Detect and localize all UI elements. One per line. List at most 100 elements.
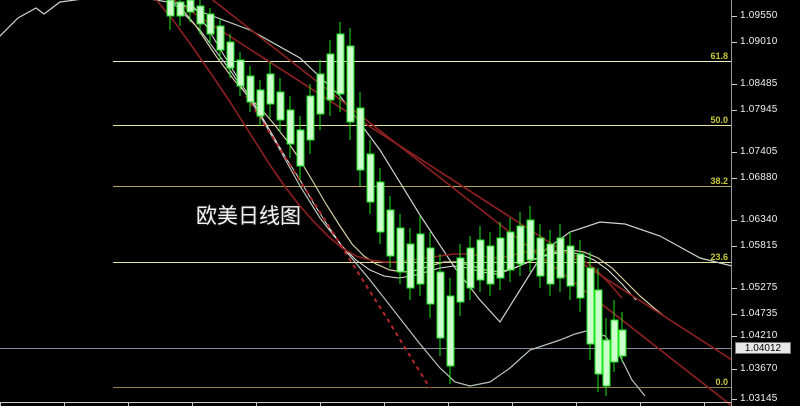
candle xyxy=(546,230,555,296)
price-axis-tick xyxy=(732,336,737,337)
price-axis-label: 1.04735 xyxy=(740,308,778,319)
candle xyxy=(256,80,265,126)
price-axis-label: 1.08485 xyxy=(740,78,778,89)
candle xyxy=(376,168,385,244)
candle xyxy=(516,212,525,276)
candle xyxy=(316,60,325,130)
fib-level-line-382 xyxy=(113,186,732,187)
fib-label-236: 23.6 xyxy=(710,252,728,262)
price-axis-label: 1.07945 xyxy=(740,104,778,115)
price-axis-label: 1.06880 xyxy=(740,172,778,183)
candle xyxy=(416,216,425,296)
price-axis-label: 1.05815 xyxy=(740,240,778,251)
candle xyxy=(306,84,315,154)
price-axis-label: 1.07405 xyxy=(740,146,778,157)
candle xyxy=(246,66,255,112)
candle xyxy=(426,232,435,318)
candle xyxy=(594,268,603,392)
price-axis-tick xyxy=(732,369,737,370)
price-axis-tick xyxy=(732,399,737,400)
fib-label-618: 61.8 xyxy=(710,51,728,61)
fib-label-500: 50.0 xyxy=(710,115,728,125)
candle xyxy=(286,96,295,158)
candle xyxy=(610,300,619,372)
price-axis-tick xyxy=(732,288,737,289)
x-axis-tick xyxy=(0,402,1,406)
candle xyxy=(176,0,185,26)
candle xyxy=(166,0,175,30)
price-axis-label: 1.09550 xyxy=(740,10,778,21)
price-axis-tick xyxy=(732,246,737,247)
candle xyxy=(266,62,275,118)
candle xyxy=(446,278,455,384)
fib-level-line-618 xyxy=(113,61,732,62)
candle xyxy=(586,252,595,360)
fib-level-line-500 xyxy=(113,125,732,126)
trend-channel-lower-line xyxy=(211,0,732,406)
trend-channel-upper-line xyxy=(172,0,732,361)
bollinger-upper-line xyxy=(0,0,732,323)
price-axis-tick xyxy=(732,178,737,179)
candle xyxy=(536,224,545,288)
price-axis[interactable]: 1.09550 1.09010 1.08485 1.07945 1.07405 … xyxy=(732,0,800,406)
candle xyxy=(386,196,395,268)
price-axis-line xyxy=(731,0,732,406)
candle xyxy=(226,34,235,78)
candle xyxy=(506,218,515,282)
candle xyxy=(576,240,585,312)
x-axis-tick xyxy=(192,402,193,406)
candle xyxy=(276,78,285,132)
candle xyxy=(186,0,195,22)
x-axis-tick xyxy=(512,402,513,406)
x-axis-tick xyxy=(320,402,321,406)
price-axis-tick xyxy=(732,16,737,17)
candle xyxy=(618,312,627,362)
candle xyxy=(336,22,345,112)
candle xyxy=(346,28,355,140)
price-axis-tick xyxy=(732,110,737,111)
x-axis-tick xyxy=(576,402,577,406)
fib-label-382: 38.2 xyxy=(710,176,728,186)
x-axis-tick xyxy=(64,402,65,406)
candle xyxy=(366,140,375,214)
candle xyxy=(196,0,205,34)
price-axis-label: 1.06340 xyxy=(740,214,778,225)
candle xyxy=(296,116,305,180)
candle xyxy=(556,224,565,292)
candle xyxy=(566,232,575,300)
candle xyxy=(476,226,485,292)
x-axis-line xyxy=(0,402,732,403)
candle xyxy=(496,222,505,290)
candle xyxy=(396,214,405,284)
price-axis-tick xyxy=(732,42,737,43)
x-axis-tick xyxy=(128,402,129,406)
chart-canvas xyxy=(0,0,732,406)
candle xyxy=(356,92,365,186)
x-axis-tick xyxy=(448,402,449,406)
price-axis-label: 1.04210 xyxy=(740,330,778,341)
x-axis-tick xyxy=(704,402,705,406)
current-price-line xyxy=(0,348,732,349)
price-axis-tick xyxy=(732,152,737,153)
chart-watermark-label: 欧美日线图 xyxy=(196,204,301,228)
x-axis-tick xyxy=(640,402,641,406)
price-axis-tick xyxy=(732,84,737,85)
price-axis-label: 1.05275 xyxy=(740,282,778,293)
x-axis-tick xyxy=(384,402,385,406)
price-axis-label: 1.03145 xyxy=(740,393,778,404)
candle xyxy=(526,206,535,272)
candle xyxy=(406,228,415,300)
current-price-label[interactable]: 1.04012 xyxy=(735,342,791,354)
candlestick-series xyxy=(166,0,627,396)
plot-area[interactable]: 欧美日线图 xyxy=(0,0,732,406)
candle xyxy=(206,8,215,44)
price-axis-tick xyxy=(732,220,737,221)
candle xyxy=(456,244,465,316)
price-axis-tick xyxy=(732,314,737,315)
fib-label-000: 0.0 xyxy=(715,377,728,387)
fib-level-line-000 xyxy=(113,387,732,388)
x-axis-tick xyxy=(256,402,257,406)
candle xyxy=(216,18,225,60)
price-axis-label: 1.09010 xyxy=(740,36,778,47)
